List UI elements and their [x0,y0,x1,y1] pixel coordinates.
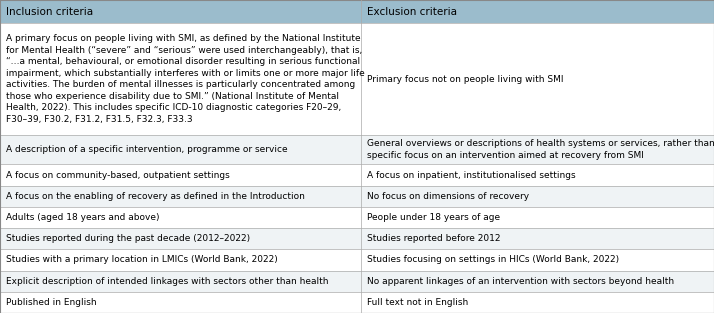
Bar [0,135,714,164]
Text: Studies reported before 2012: Studies reported before 2012 [366,234,500,243]
Text: A focus on inpatient, institutionalised settings: A focus on inpatient, institutionalised … [366,171,575,180]
Text: Published in English: Published in English [6,298,96,307]
Text: No focus on dimensions of recovery: No focus on dimensions of recovery [366,192,528,201]
Text: Full text not in English: Full text not in English [366,298,468,307]
Text: Studies reported during the past decade (2012–2022): Studies reported during the past decade … [6,234,250,243]
Text: Exclusion criteria: Exclusion criteria [366,7,456,17]
Bar [0,186,714,207]
Text: No apparent linkages of an intervention with sectors beyond health: No apparent linkages of an intervention … [366,277,674,286]
Bar [0,207,714,228]
Text: Explicit description of intended linkages with sectors other than health: Explicit description of intended linkage… [6,277,328,286]
Text: Adults (aged 18 years and above): Adults (aged 18 years and above) [6,213,159,222]
Bar [0,249,714,270]
Text: A description of a specific intervention, programme or service: A description of a specific intervention… [6,145,288,154]
Bar [0,0,714,23]
Text: Primary focus not on people living with SMI: Primary focus not on people living with … [366,74,563,84]
Bar [0,164,714,186]
Bar [0,292,714,313]
Text: A focus on community-based, outpatient settings: A focus on community-based, outpatient s… [6,171,230,180]
Text: People under 18 years of age: People under 18 years of age [366,213,500,222]
Bar [0,23,714,135]
Text: General overviews or descriptions of health systems or services, rather than a
s: General overviews or descriptions of hea… [366,139,714,160]
Text: A primary focus on people living with SMI, as defined by the National Institute
: A primary focus on people living with SM… [6,34,365,124]
Bar [0,228,714,249]
Bar [0,270,714,292]
Text: A focus on the enabling of recovery as defined in the Introduction: A focus on the enabling of recovery as d… [6,192,305,201]
Text: Inclusion criteria: Inclusion criteria [6,7,93,17]
Text: Studies with a primary location in LMICs (World Bank, 2022): Studies with a primary location in LMICs… [6,255,278,264]
Text: Studies focusing on settings in HICs (World Bank, 2022): Studies focusing on settings in HICs (Wo… [366,255,619,264]
